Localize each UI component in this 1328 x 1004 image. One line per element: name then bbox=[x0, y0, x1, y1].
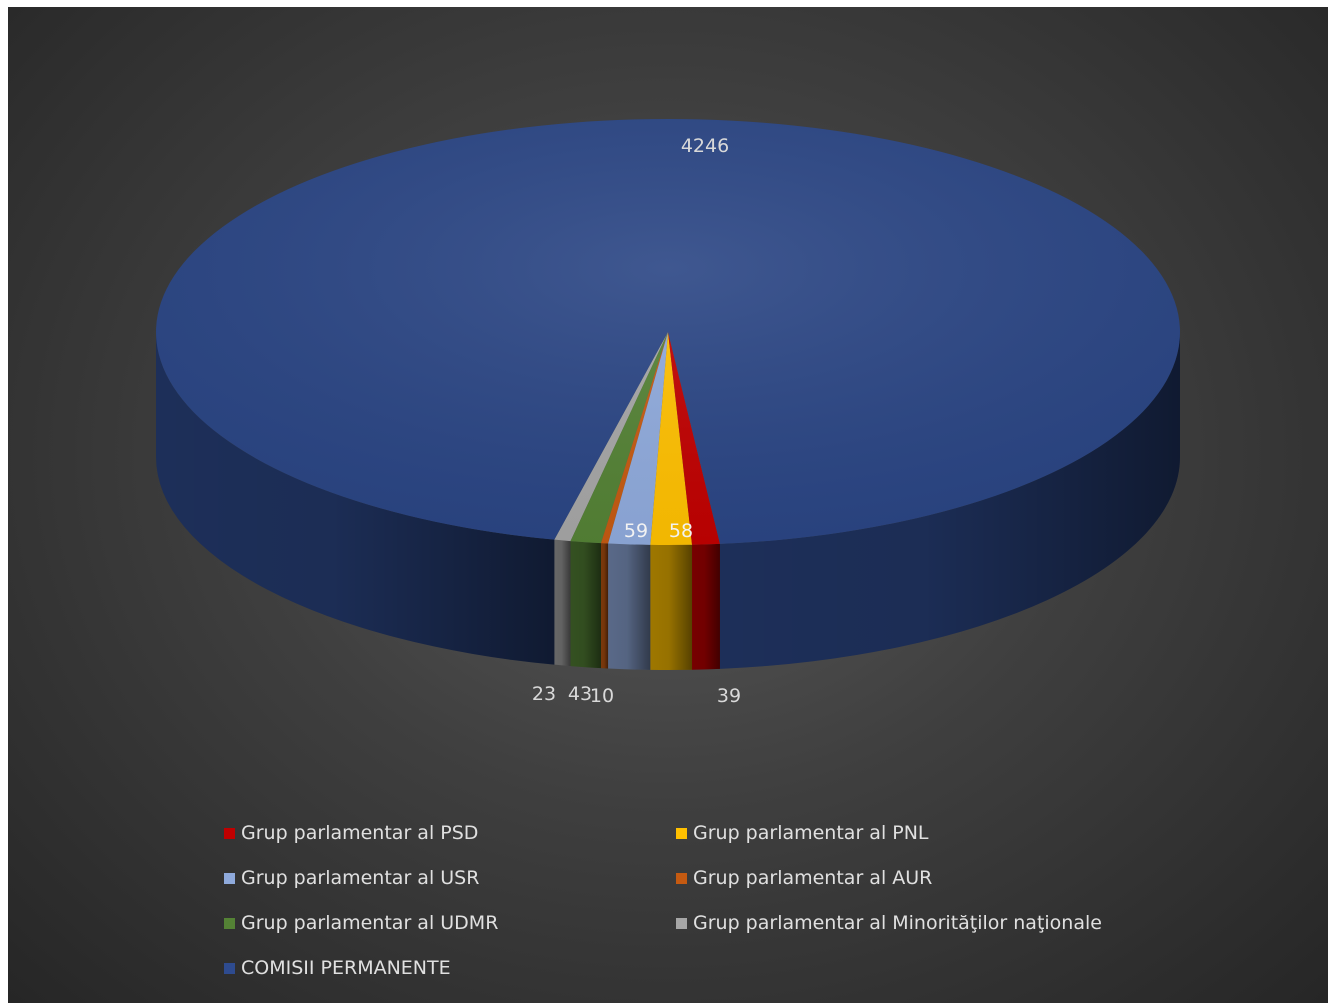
pie-side-shade-5 bbox=[570, 541, 601, 669]
legend-item-5: Grup parlamentar al UDMR bbox=[224, 912, 498, 934]
legend-swatch-2 bbox=[676, 827, 687, 839]
legend-item-0: COMISII PERMANENTE bbox=[224, 957, 451, 979]
legend-swatch-4 bbox=[676, 872, 687, 884]
pie-side-shade-0 bbox=[719, 332, 1180, 669]
legend-swatch-6 bbox=[676, 917, 687, 929]
legend-label-4: Grup parlamentar al AUR bbox=[693, 867, 933, 889]
legend-item-6: Grup parlamentar al Minorităţilor naţion… bbox=[676, 912, 1102, 934]
legend-label-5: Grup parlamentar al UDMR bbox=[241, 912, 499, 934]
pie-side-shade-2 bbox=[650, 544, 693, 670]
chart-area: 23 43 10 59 58 39 4246 Grup parlamentar al PSD… bbox=[8, 7, 1328, 1003]
legend-label-6: Grup parlamentar al Minorităţilor naţion… bbox=[693, 912, 1102, 934]
legend-swatch-1 bbox=[224, 827, 235, 839]
legend-item-3: Grup parlamentar al USR bbox=[224, 867, 479, 889]
legend-item-2: Grup parlamentar al PNL bbox=[676, 822, 929, 844]
legend-label-1: Grup parlamentar al PSD bbox=[241, 822, 479, 844]
data-label-0: 4246 bbox=[681, 135, 729, 157]
data-label-1: 39 bbox=[717, 685, 741, 707]
data-label-5: 43 bbox=[568, 683, 592, 705]
data-label-3: 59 bbox=[624, 520, 648, 542]
pie-side-shade-6 bbox=[554, 539, 571, 667]
legend-label-0: COMISII PERMANENTE bbox=[241, 957, 451, 979]
legend-label-3: Grup parlamentar al USR bbox=[241, 867, 480, 889]
pie-side-shade-1 bbox=[692, 543, 720, 670]
legend-item-4: Grup parlamentar al AUR bbox=[676, 867, 932, 889]
data-label-6: 23 bbox=[532, 683, 556, 705]
pie-side-shade-4 bbox=[600, 543, 609, 669]
data-label-2: 58 bbox=[669, 520, 693, 542]
pie-side-shade-3 bbox=[608, 543, 651, 670]
pie-top-sheen bbox=[156, 119, 1180, 545]
legend-item-1: Grup parlamentar al PSD bbox=[224, 822, 478, 844]
data-label-4: 10 bbox=[590, 685, 614, 707]
legend-swatch-0 bbox=[224, 962, 235, 974]
legend-label-2: Grup parlamentar al PNL bbox=[693, 822, 929, 844]
legend-swatch-3 bbox=[224, 872, 235, 884]
pie-side-shade-0 bbox=[156, 332, 555, 665]
legend-swatch-5 bbox=[224, 917, 235, 929]
